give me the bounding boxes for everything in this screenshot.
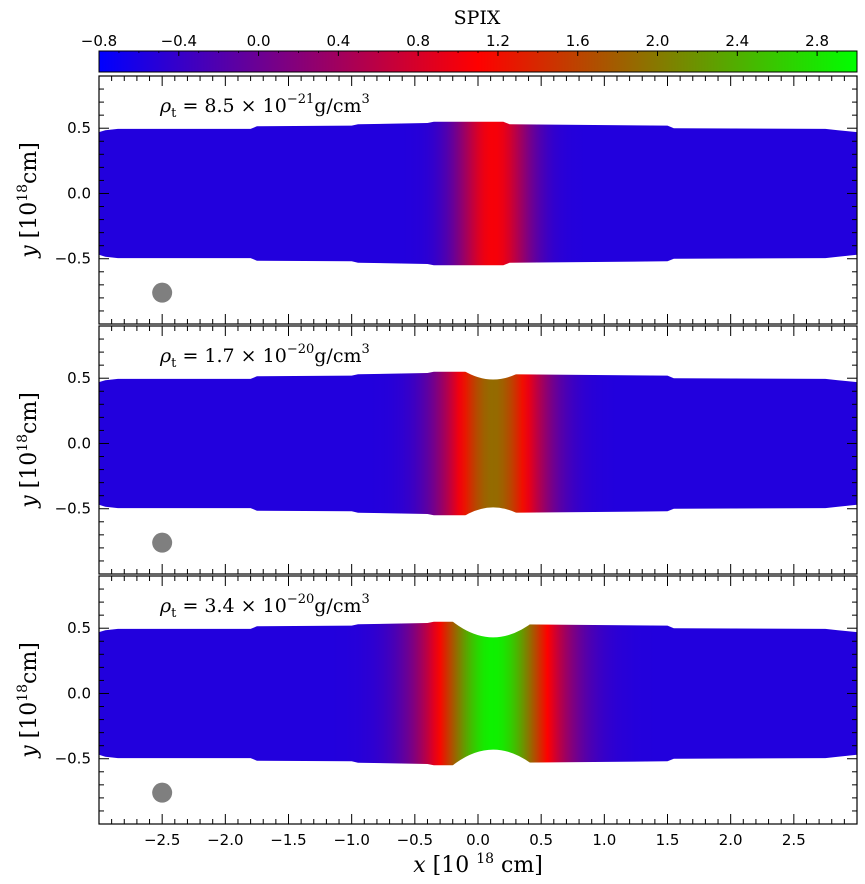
waist-notch-top <box>451 620 536 638</box>
x-tick-label: 0.0 <box>466 831 490 849</box>
colorbar-tick-label: 1.6 <box>566 32 590 50</box>
waist-notch-bottom <box>451 749 536 767</box>
waist-notch-bottom <box>463 507 524 517</box>
colorbar: SPIX −0.8 −0.4 0.0 0.4 0.8 1.2 1.6 2.0 2.4 2.8 <box>81 7 858 73</box>
y-tick-label: 0.5 <box>67 619 91 637</box>
y-tick-label: 0.5 <box>67 369 91 387</box>
y-tick-label: −0.5 <box>55 250 91 268</box>
colorbar-tick-label: 2.8 <box>805 32 829 50</box>
colorbar-title: SPIX <box>454 7 501 29</box>
colorbar-tick-label: −0.8 <box>81 32 117 50</box>
spectral-index-map <box>99 371 857 516</box>
colorbar-tick-label: 0.0 <box>247 32 271 50</box>
y-tick-label: −0.5 <box>55 750 91 768</box>
x-tick-label: 2.0 <box>719 831 743 849</box>
density-label: ρt = 1.7 × 10−20g/cm3 <box>159 342 370 371</box>
y-tick-label: 0.0 <box>67 184 91 202</box>
beam-marker <box>152 282 173 303</box>
x-tick-label: 2.5 <box>782 831 806 849</box>
colorbar-tick-label: 0.4 <box>326 32 350 50</box>
colorbar-tick-label: 2.0 <box>646 32 670 50</box>
colorbar-tick-label: −0.4 <box>161 32 197 50</box>
colorbar-tick-label: 1.2 <box>486 32 510 50</box>
x-axis-label: x [10 18 cm] <box>413 844 543 878</box>
density-label: ρt = 3.4 × 10−20g/cm3 <box>159 592 370 621</box>
y-axis-label: y [1018cm] <box>15 392 42 509</box>
colorbar-tick-label: 0.8 <box>406 32 430 50</box>
x-tick-label: −0.5 <box>397 831 433 849</box>
density-label: ρt = 8.5 × 10−21g/cm3 <box>159 92 370 121</box>
spectral-index-map <box>99 121 857 266</box>
x-tick-label: 1.0 <box>592 831 616 849</box>
x-tick-label: −2.0 <box>207 831 243 849</box>
x-tick-label: 1.5 <box>656 831 680 849</box>
y-tick-label: −0.5 <box>55 500 91 518</box>
y-tick-label: 0.0 <box>67 434 91 452</box>
x-tick-label: −1.5 <box>270 831 306 849</box>
colorbar-bar <box>98 50 858 73</box>
x-tick-label: −2.5 <box>144 831 180 849</box>
beam-marker <box>152 532 173 553</box>
y-tick-label: 0.0 <box>67 684 91 702</box>
panel-2: −0.5 0.0 0.5 ρt = 1.7 × 10−20g/cm3 <box>55 325 858 575</box>
waist-notch-top <box>463 370 524 380</box>
colorbar-tick-label: 2.4 <box>725 32 749 50</box>
colorbar-ticks: −0.8 −0.4 0.0 0.4 0.8 1.2 1.6 2.0 2.4 2.8 <box>81 32 858 56</box>
x-tick-label: −1.0 <box>333 831 369 849</box>
y-axis-label: y [1018cm] <box>15 642 42 759</box>
x-tick-label: 0.5 <box>529 831 553 849</box>
panel-3: −0.5 0.0 0.5 −2.5 −2.0 −1.5 −1.0 −0.5 0.0 0.5 1.0 1… <box>55 575 858 849</box>
y-axis-label: y [1018cm] <box>15 142 42 259</box>
beam-marker <box>152 782 173 803</box>
spectral-index-map <box>99 621 857 766</box>
y-tick-label: 0.5 <box>67 119 91 137</box>
panel-1: −0.5 0.0 0.5 ρt = 8.5 × 10−21g/cm3 <box>55 75 858 325</box>
y-axis-labels: y [1018cm] y [1018cm] y [1018cm] <box>15 142 42 759</box>
